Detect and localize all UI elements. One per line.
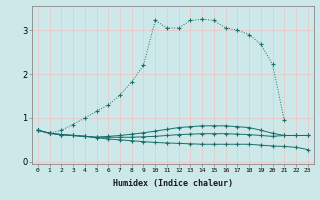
X-axis label: Humidex (Indice chaleur): Humidex (Indice chaleur) <box>113 179 233 188</box>
